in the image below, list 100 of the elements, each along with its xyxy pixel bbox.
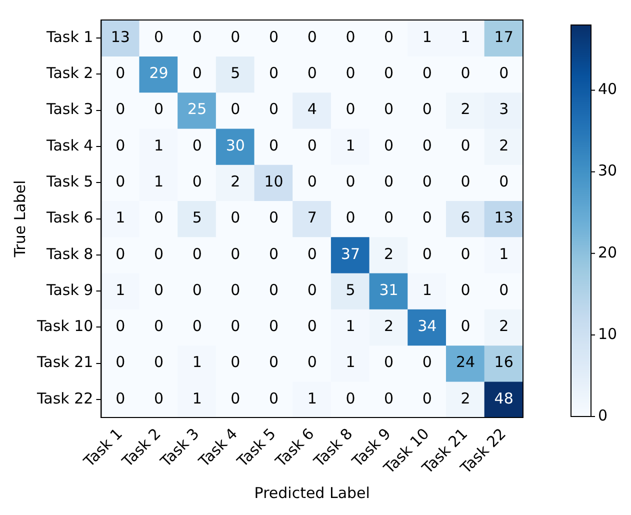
data-label: 0 <box>269 136 279 154</box>
data-label: 37 <box>340 244 360 263</box>
y-axis-title: True Label <box>10 180 29 258</box>
data-label: 0 <box>116 353 126 372</box>
data-label: 17 <box>494 28 514 46</box>
data-label: 0 <box>422 244 432 263</box>
data-label: 0 <box>422 353 432 372</box>
data-label: 1 <box>307 389 317 408</box>
data-label: 0 <box>307 280 317 299</box>
data-label: 1 <box>346 317 356 336</box>
data-label: 0 <box>154 208 164 227</box>
data-label: 0 <box>230 208 240 227</box>
data-label: 1 <box>154 172 164 191</box>
y-tick-label: Task 4 <box>46 136 94 154</box>
y-tick-label: Task 5 <box>46 172 94 191</box>
data-label: 0 <box>230 100 240 118</box>
data-label: 0 <box>384 353 394 372</box>
data-label: 2 <box>384 244 394 263</box>
data-label: 1 <box>192 389 202 408</box>
data-label: 31 <box>379 280 398 299</box>
data-label: 0 <box>499 64 509 82</box>
y-tick-label: Task 9 <box>46 280 94 299</box>
data-label: 0 <box>269 100 279 118</box>
data-label: 0 <box>192 28 202 46</box>
data-label: 0 <box>154 28 164 46</box>
data-label: 0 <box>269 353 279 372</box>
y-tick-label: Task 6 <box>46 208 94 227</box>
data-label: 1 <box>460 28 470 46</box>
data-label: 0 <box>192 280 202 299</box>
color-bar-label: 30 <box>598 162 618 180</box>
data-label: 0 <box>346 172 356 191</box>
data-label: 0 <box>499 172 509 191</box>
data-label: 2 <box>384 317 394 336</box>
data-label: 1 <box>422 280 432 299</box>
color-bar-label: 40 <box>598 80 618 98</box>
data-label: 0 <box>346 100 356 118</box>
data-label: 0 <box>269 389 279 408</box>
data-label: 7 <box>307 208 317 227</box>
data-label: 0 <box>384 136 394 154</box>
data-label: 0 <box>384 100 394 118</box>
y-tick-label: Task 8 <box>46 244 94 263</box>
data-label: 6 <box>460 208 470 227</box>
data-label: 2 <box>499 317 509 336</box>
data-label: 1 <box>116 280 126 299</box>
data-label: 0 <box>230 353 240 372</box>
data-label: 0 <box>154 389 164 408</box>
data-label: 1 <box>346 136 356 154</box>
data-label: 0 <box>422 100 432 118</box>
color-bar-label: 0 <box>598 406 608 424</box>
data-label: 0 <box>269 317 279 336</box>
data-label: 0 <box>269 28 279 46</box>
data-label: 1 <box>422 28 432 46</box>
data-label: 0 <box>230 28 240 46</box>
data-label: 5 <box>192 208 202 227</box>
data-label: 0 <box>307 244 317 263</box>
data-label: 0 <box>384 208 394 227</box>
data-label: 0 <box>307 136 317 154</box>
color-bar-label: 10 <box>598 324 618 343</box>
data-label: 0 <box>307 172 317 191</box>
data-label: 0 <box>307 317 317 336</box>
data-label: 2 <box>499 136 509 154</box>
data-label: 0 <box>346 28 356 46</box>
data-label: 0 <box>422 64 432 82</box>
data-label: 0 <box>307 64 317 82</box>
data-label: 0 <box>346 64 356 82</box>
data-label: 0 <box>116 317 126 336</box>
data-label: 2 <box>460 100 470 118</box>
data-label: 0 <box>154 100 164 118</box>
data-label: 0 <box>154 353 164 372</box>
data-label: 0 <box>499 280 509 299</box>
x-axis-title: Predicted Label <box>254 484 370 502</box>
y-tick-label: Task 22 <box>36 389 94 408</box>
color-bar-label: 20 <box>598 243 618 262</box>
data-label: 5 <box>230 64 240 82</box>
data-label: 13 <box>494 208 514 227</box>
data-label: 0 <box>422 208 432 227</box>
data-label: 0 <box>116 136 126 154</box>
data-label: 0 <box>307 353 317 372</box>
data-label: 0 <box>422 172 432 191</box>
data-label: 0 <box>460 317 470 336</box>
data-label: 1 <box>192 353 202 372</box>
y-tick-label: Task 3 <box>46 100 94 118</box>
data-label: 0 <box>422 389 432 408</box>
data-label: 0 <box>460 280 470 299</box>
data-label: 1 <box>154 136 164 154</box>
data-label: 0 <box>192 317 202 336</box>
y-tick-label: Task 2 <box>46 64 94 82</box>
data-label: 0 <box>269 280 279 299</box>
data-label: 0 <box>154 280 164 299</box>
data-label: 0 <box>384 172 394 191</box>
data-label: 4 <box>307 100 317 118</box>
data-label: 30 <box>226 136 245 154</box>
data-label: 0 <box>422 136 432 154</box>
data-label: 0 <box>230 244 240 263</box>
y-tick-label: Task 21 <box>36 353 94 372</box>
data-label: 10 <box>264 172 284 191</box>
data-label: 29 <box>149 64 168 82</box>
data-label: 0 <box>192 136 202 154</box>
data-label: 0 <box>116 244 126 263</box>
data-label: 2 <box>230 172 240 191</box>
